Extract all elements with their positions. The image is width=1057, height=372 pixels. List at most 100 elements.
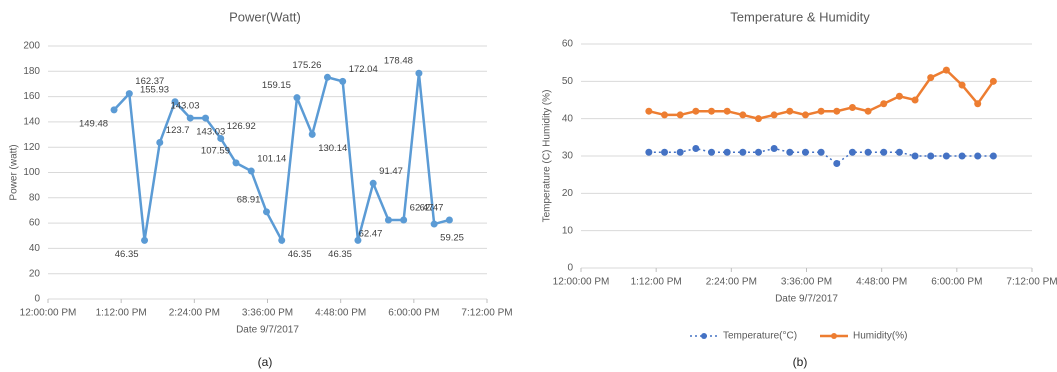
data-point bbox=[707, 148, 715, 156]
data-point bbox=[864, 107, 872, 115]
series-line bbox=[648, 147, 994, 165]
legend-marker bbox=[831, 333, 837, 339]
data-label: 178.48 bbox=[384, 56, 413, 67]
data-point bbox=[895, 92, 903, 100]
data-label: 149.48 bbox=[79, 118, 108, 129]
x-tick-label: 3:36:00 PM bbox=[242, 308, 293, 319]
data-point bbox=[415, 69, 423, 77]
data-point bbox=[723, 107, 731, 115]
data-point bbox=[171, 98, 179, 106]
data-label: 62.47 bbox=[410, 202, 434, 213]
data-point bbox=[676, 148, 684, 156]
data-label: 143.03 bbox=[170, 101, 199, 112]
caption: (b) bbox=[793, 355, 808, 369]
data-point bbox=[354, 236, 362, 244]
y-tick-label: 10 bbox=[562, 225, 574, 236]
data-label: 62.47 bbox=[420, 202, 444, 213]
data-point bbox=[942, 66, 950, 74]
y-tick-label: 60 bbox=[562, 39, 574, 50]
y-tick-label: 140 bbox=[23, 117, 40, 128]
data-label: 68.91 bbox=[237, 194, 261, 205]
data-point bbox=[739, 148, 747, 156]
x-tick-label: 7:12:00 PM bbox=[1006, 277, 1057, 288]
data-point bbox=[895, 148, 903, 156]
data-point bbox=[445, 216, 453, 224]
data-label: 46.35 bbox=[288, 249, 312, 260]
x-tick-label: 2:24:00 PM bbox=[169, 308, 220, 319]
legend-label: Temperature(°C) bbox=[723, 331, 797, 342]
data-point bbox=[430, 220, 438, 228]
x-tick-label: 6:00:00 PM bbox=[931, 277, 982, 288]
data-point bbox=[989, 152, 997, 160]
data-point bbox=[110, 106, 118, 114]
data-point bbox=[141, 236, 149, 244]
data-point bbox=[911, 152, 919, 160]
data-point bbox=[880, 100, 888, 108]
x-axis-label: Date 9/7/2017 bbox=[236, 325, 299, 336]
data-point bbox=[293, 94, 301, 102]
data-point bbox=[880, 148, 888, 156]
x-tick-label: 6:00:00 PM bbox=[388, 308, 439, 319]
data-point bbox=[848, 148, 856, 156]
data-point bbox=[202, 114, 210, 122]
data-point bbox=[661, 111, 669, 119]
x-tick-label: 2:24:00 PM bbox=[706, 277, 757, 288]
data-point bbox=[817, 107, 825, 115]
data-point bbox=[833, 159, 841, 167]
data-point bbox=[833, 107, 841, 115]
data-point bbox=[989, 77, 997, 85]
data-point bbox=[645, 148, 653, 156]
data-point bbox=[770, 111, 778, 119]
y-tick-label: 100 bbox=[23, 167, 40, 178]
caption: (a) bbox=[258, 355, 273, 369]
data-point bbox=[247, 167, 255, 175]
data-point bbox=[308, 130, 316, 138]
data-point bbox=[323, 73, 331, 81]
data-point bbox=[339, 77, 347, 85]
x-tick-label: 1:12:00 PM bbox=[631, 277, 682, 288]
data-point bbox=[958, 152, 966, 160]
data-point bbox=[817, 148, 825, 156]
x-tick-label: 1:12:00 PM bbox=[96, 308, 147, 319]
data-point bbox=[754, 148, 762, 156]
data-point bbox=[958, 81, 966, 89]
y-tick-label: 30 bbox=[562, 151, 574, 162]
data-point bbox=[911, 96, 919, 104]
x-tick-label: 4:48:00 PM bbox=[315, 308, 366, 319]
x-tick-label: 12:00:00 PM bbox=[20, 308, 77, 319]
y-tick-label: 50 bbox=[562, 76, 574, 87]
y-tick-label: 60 bbox=[29, 218, 41, 229]
x-tick-label: 7:12:00 PM bbox=[461, 308, 512, 319]
chart-title: Temperature & Humidity bbox=[730, 9, 870, 24]
data-point bbox=[927, 152, 935, 160]
y-tick-label: 40 bbox=[29, 243, 41, 254]
data-point bbox=[801, 148, 809, 156]
data-point bbox=[232, 159, 240, 167]
data-label: 123.7 bbox=[166, 125, 190, 136]
data-point bbox=[692, 145, 700, 153]
y-tick-label: 20 bbox=[29, 268, 41, 279]
y-axis-label: Temperature (C) Humidity (%) bbox=[542, 90, 553, 223]
data-label: 59.25 bbox=[440, 233, 464, 244]
y-axis-label: Power (watt) bbox=[9, 144, 20, 200]
data-label: 162.37 bbox=[135, 76, 164, 87]
data-label: 46.35 bbox=[328, 249, 352, 260]
y-tick-label: 0 bbox=[567, 263, 573, 274]
data-label: 159.15 bbox=[262, 80, 291, 91]
data-point bbox=[369, 179, 377, 187]
data-label: 143.03 bbox=[196, 127, 225, 138]
data-point bbox=[754, 115, 762, 123]
data-point bbox=[676, 111, 684, 119]
data-label: 46.35 bbox=[115, 249, 139, 260]
y-tick-label: 120 bbox=[23, 142, 40, 153]
data-label: 101.14 bbox=[257, 154, 286, 165]
legend-marker bbox=[701, 333, 707, 339]
data-point bbox=[400, 216, 408, 224]
data-point bbox=[723, 148, 731, 156]
x-axis-label: Date 9/7/2017 bbox=[775, 294, 838, 305]
data-point bbox=[786, 107, 794, 115]
x-tick-label: 3:36:00 PM bbox=[781, 277, 832, 288]
data-point bbox=[186, 114, 194, 122]
data-point bbox=[864, 148, 872, 156]
